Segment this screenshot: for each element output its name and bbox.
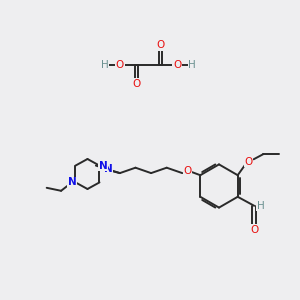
Text: N: N xyxy=(99,160,107,171)
Text: H: H xyxy=(257,201,265,211)
Text: N: N xyxy=(104,164,113,175)
Text: O: O xyxy=(132,79,141,89)
Text: N: N xyxy=(68,177,76,188)
Text: H: H xyxy=(101,59,109,70)
Text: O: O xyxy=(116,59,124,70)
Text: H: H xyxy=(188,59,196,70)
Text: O: O xyxy=(250,225,258,235)
Text: O: O xyxy=(156,40,165,50)
Text: O: O xyxy=(244,157,252,167)
Text: O: O xyxy=(184,166,192,176)
Text: O: O xyxy=(173,59,181,70)
